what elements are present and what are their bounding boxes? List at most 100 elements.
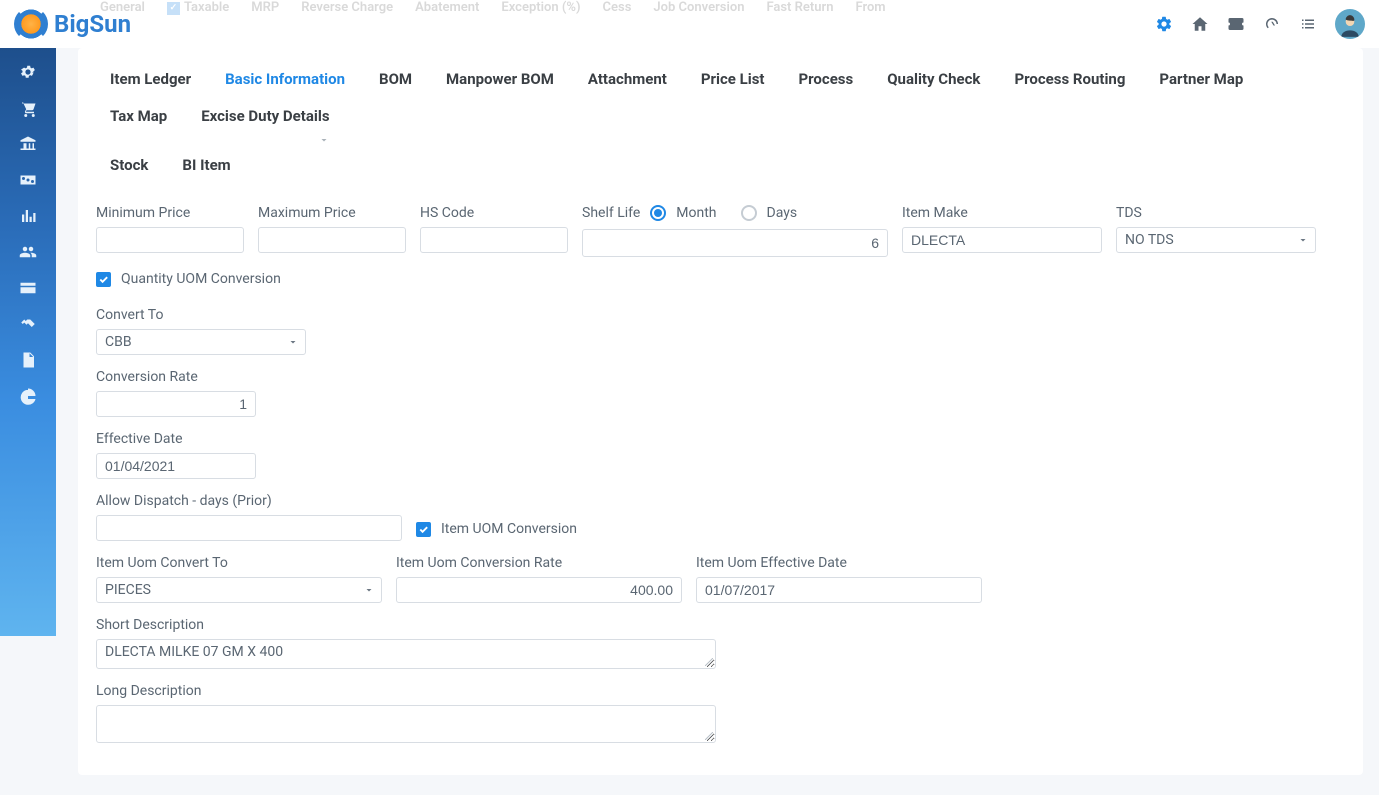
field-conversion-rate: Conversion Rate: [96, 369, 256, 417]
check-icon: ✓: [167, 2, 180, 15]
field-allow-dispatch: Allow Dispatch - days (Prior): [96, 493, 402, 541]
label-max-price: Maximum Price: [258, 205, 406, 221]
label-item-uom-rate: Item Uom Conversion Rate: [396, 555, 682, 571]
faded-tab: From: [855, 0, 885, 15]
input-shelf-life[interactable]: [582, 229, 888, 257]
item-uom-conversion-row: Item UOM Conversion: [416, 521, 577, 537]
ticket-icon[interactable]: [1227, 15, 1245, 33]
label-item-uom: Item UOM Conversion: [441, 521, 577, 537]
input-item-uom-date[interactable]: [696, 577, 982, 603]
shelf-life-radios: Shelf Life Month Days: [582, 205, 888, 221]
field-item-uom-date: Item Uom Effective Date: [696, 555, 982, 603]
faded-tab: Reverse Charge: [301, 0, 393, 15]
label-effective-date: Effective Date: [96, 431, 256, 447]
side-handshake-icon[interactable]: [18, 314, 38, 334]
side-bank-icon[interactable]: [18, 134, 38, 154]
field-item-uom-convert-to: Item Uom Convert To PIECES: [96, 555, 382, 603]
side-card-icon[interactable]: [18, 278, 38, 298]
select-item-uom-convert-to[interactable]: PIECES: [96, 577, 382, 603]
input-conversion-rate[interactable]: [96, 391, 256, 417]
faded-tab: ✓Taxable: [167, 0, 229, 16]
tab-manpower-bom[interactable]: Manpower BOM: [432, 62, 568, 99]
user-avatar[interactable]: [1335, 9, 1365, 39]
input-max-price[interactable]: [258, 227, 406, 253]
input-min-price[interactable]: [96, 227, 244, 253]
field-shelf-life: Shelf Life Month Days: [582, 205, 888, 257]
tab-attachment[interactable]: Attachment: [574, 62, 681, 99]
select-tds[interactable]: NO TDS: [1116, 227, 1316, 253]
tab-partner-map[interactable]: Partner Map: [1145, 62, 1257, 99]
chevron-down-icon: [1297, 234, 1309, 246]
checkbox-qty-uom[interactable]: [96, 272, 111, 287]
input-hs-code[interactable]: [420, 227, 568, 253]
tab-bar-row2: Stock BI Item: [78, 148, 1363, 195]
side-cash-icon[interactable]: [18, 170, 38, 190]
topbar-icons: [1155, 9, 1365, 39]
tab-bom[interactable]: BOM: [365, 62, 426, 99]
tab-excise-duty[interactable]: Excise Duty Details: [187, 99, 343, 136]
radio-label-month: Month: [676, 205, 716, 221]
side-gear-icon[interactable]: [18, 62, 38, 82]
tab-process[interactable]: Process: [784, 62, 867, 99]
home-icon[interactable]: [1191, 15, 1209, 33]
side-doc-icon[interactable]: [18, 350, 38, 370]
label-conversion-rate: Conversion Rate: [96, 369, 256, 385]
field-tds: TDS NO TDS: [1116, 205, 1316, 253]
textarea-short-desc[interactable]: DLECTA MILKE 07 GM X 400: [96, 639, 716, 669]
input-effective-date[interactable]: [96, 453, 256, 479]
select-tds-value: NO TDS: [1125, 232, 1174, 248]
item-uom-row: Item Uom Convert To PIECES Item Uom Conv…: [96, 555, 1345, 603]
label-short-desc: Short Description: [96, 617, 716, 633]
textarea-long-desc[interactable]: [96, 705, 716, 743]
input-item-make[interactable]: [902, 227, 1102, 253]
label-tds: TDS: [1116, 205, 1316, 221]
settings-icon[interactable]: [1155, 15, 1173, 33]
chevron-down-icon: [318, 134, 330, 146]
field-item-uom-rate: Item Uom Conversion Rate: [396, 555, 682, 603]
list-icon[interactable]: [1299, 15, 1317, 33]
tab-price-list[interactable]: Price List: [687, 62, 779, 99]
field-item-make: Item Make: [902, 205, 1102, 253]
tab-stock[interactable]: Stock: [96, 148, 162, 185]
checkbox-item-uom[interactable]: [416, 522, 431, 537]
select-convert-to-value: CBB: [105, 334, 132, 350]
side-pie-icon[interactable]: [18, 386, 38, 406]
select-convert-to[interactable]: CBB: [96, 329, 306, 355]
form-row-1: Minimum Price Maximum Price HS Code Shel…: [96, 205, 1345, 257]
label-convert-to: Convert To: [96, 307, 306, 323]
faded-tab: MRP: [251, 0, 279, 15]
brand-logo-icon: [14, 7, 48, 41]
input-item-uom-rate[interactable]: [396, 577, 682, 603]
label-allow-dispatch: Allow Dispatch - days (Prior): [96, 493, 402, 509]
chevron-down-icon: [287, 336, 299, 348]
faded-tab: Cess: [603, 0, 632, 15]
tab-bi-item[interactable]: BI Item: [168, 148, 244, 185]
chevron-down-icon: [363, 584, 375, 596]
dashboard-icon[interactable]: [1263, 15, 1281, 33]
form-area: Minimum Price Maximum Price HS Code Shel…: [78, 195, 1363, 775]
tab-item-ledger[interactable]: Item Ledger: [96, 62, 205, 99]
faded-tab: Job Conversion: [653, 0, 744, 15]
side-cart-icon[interactable]: [18, 98, 38, 118]
faded-tab: Fast Return: [766, 0, 833, 15]
page-body: Item Ledger Basic Information BOM Manpow…: [56, 48, 1379, 795]
faded-tab: General: [100, 0, 145, 15]
tab-bar: Item Ledger Basic Information BOM Manpow…: [78, 48, 1363, 136]
label-item-make: Item Make: [902, 205, 1102, 221]
tab-process-routing[interactable]: Process Routing: [1000, 62, 1139, 99]
field-convert-to: Convert To CBB: [96, 307, 306, 355]
label-item-uom-date: Item Uom Effective Date: [696, 555, 982, 571]
field-hs-code: HS Code: [420, 205, 568, 253]
radio-month[interactable]: [650, 205, 666, 221]
tab-tax-map[interactable]: Tax Map: [96, 99, 181, 136]
tab-basic-information[interactable]: Basic Information: [211, 62, 359, 99]
select-item-uom-convert-to-value: PIECES: [105, 582, 151, 598]
side-users-icon[interactable]: [18, 242, 38, 262]
side-chart-icon[interactable]: [18, 206, 38, 226]
label-qty-uom: Quantity UOM Conversion: [121, 271, 281, 287]
qty-uom-conversion-row: Quantity UOM Conversion: [96, 271, 1345, 287]
tab-quality-check[interactable]: Quality Check: [873, 62, 994, 99]
radio-days[interactable]: [741, 205, 757, 221]
faded-tab: Abatement: [415, 0, 479, 15]
input-allow-dispatch[interactable]: [96, 515, 402, 541]
